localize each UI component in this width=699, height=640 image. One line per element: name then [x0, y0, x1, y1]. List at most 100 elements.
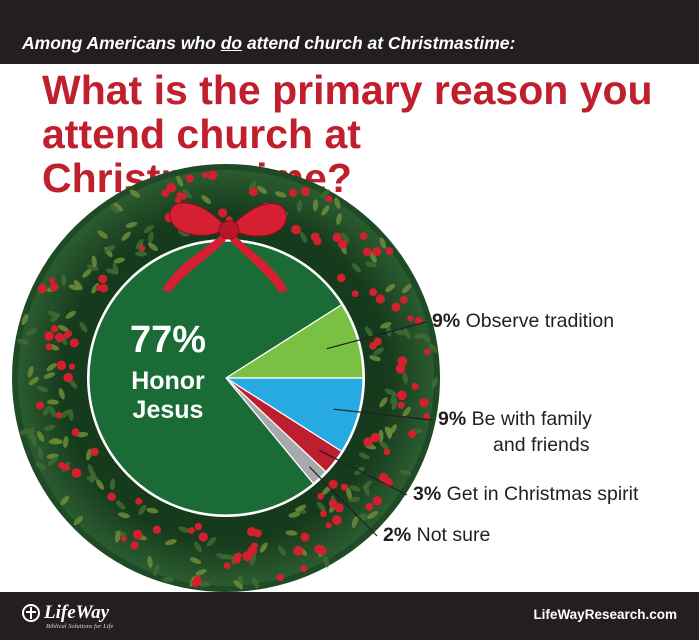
slice-label: 2% Not sure [383, 524, 490, 546]
wreath-leaf [320, 189, 330, 199]
wreath-berry [317, 492, 325, 500]
wreath-leaf [97, 230, 108, 239]
wreath-berry [37, 284, 47, 294]
chart-subtitle: Among Americans who do attend church at … [22, 33, 515, 54]
wreath-leaf [114, 530, 121, 543]
wreath-leaf [37, 385, 49, 393]
wreath-leaf [35, 462, 46, 470]
wreath-leaf [402, 372, 408, 385]
wreath-leaf [28, 376, 39, 386]
wreath-berry [397, 401, 405, 409]
slice-category-label: Get in Christmas spirit [441, 483, 639, 505]
slice-label: 9% Observe tradition [432, 310, 614, 332]
wreath-berry [359, 232, 368, 240]
wreath-leaf [259, 542, 268, 553]
wreath-berry [98, 274, 108, 284]
wreath-leaf [358, 452, 370, 460]
wreath-leaf [428, 343, 438, 353]
wreath-berry [289, 188, 298, 197]
wreath-leaf [85, 448, 92, 461]
wreath-leaf [402, 283, 412, 294]
wreath-leaf [256, 185, 268, 194]
leader-line [326, 321, 427, 350]
wreath-berry [218, 208, 228, 218]
wreath-leaf [60, 495, 70, 506]
wreath-berry [370, 432, 381, 443]
wreath-berry [194, 575, 202, 583]
wreath-leaf [296, 200, 303, 213]
wreath-leaf [295, 504, 307, 512]
footer-bar [0, 592, 699, 640]
wreath-berry [135, 497, 143, 505]
wreath-berry [391, 302, 401, 312]
wreath-berry [332, 515, 342, 526]
pie-slice-honor-jesus [88, 240, 343, 516]
wreath-berry [332, 232, 342, 242]
wreath-leaf [143, 224, 154, 234]
wreath-leaf [135, 251, 147, 257]
wreath-leaf [46, 399, 59, 405]
wreath-leaf [147, 555, 153, 568]
wreath-berry [54, 332, 65, 343]
wreath-berry [248, 187, 258, 197]
wreath-berry [325, 522, 332, 529]
wreath-berry [223, 562, 231, 570]
wreath-leaf [176, 175, 184, 187]
wreath-berry [99, 284, 109, 293]
wreath-leaf [21, 313, 29, 326]
subtitle-emphasis: do [220, 33, 243, 53]
wreath-berry [69, 338, 79, 348]
wreath-leaf [355, 513, 367, 521]
slice-category-label-line2: and friends [493, 434, 590, 456]
wreath-berry [372, 247, 382, 256]
wreath-berry [300, 532, 310, 542]
wreath-leaf [346, 487, 352, 500]
wreath-berry [318, 546, 327, 556]
logo-text: LifeWay [44, 602, 110, 623]
wreath-berry [71, 468, 82, 478]
wreath-berry [313, 236, 322, 246]
wreath-leaf [73, 280, 83, 290]
logo-tagline: Biblical Solutions for Life [46, 623, 114, 630]
wreath-berry [276, 573, 284, 582]
wreath-leaf [43, 424, 56, 431]
wreath-berry [166, 182, 177, 193]
wreath-leaf [162, 577, 175, 583]
wreath-berry [63, 332, 71, 339]
wreath-leaf [322, 485, 332, 495]
leader-line [318, 449, 408, 496]
wreath-berry [49, 282, 59, 292]
leader-line [333, 408, 433, 421]
lifeway-cross-logo-icon [22, 604, 40, 622]
wreath-leaf [60, 274, 67, 286]
wreath-leaf [46, 363, 57, 372]
wreath-leaf [178, 526, 190, 533]
wreath-berry [372, 496, 382, 506]
wreath-berry [419, 397, 429, 408]
wreath-berry [363, 437, 374, 447]
wreath-leaf [16, 338, 29, 345]
bow-loop-left [169, 202, 226, 236]
wreath-leaf [321, 205, 330, 216]
wreath-leaf [385, 283, 396, 293]
wreath-leaf [369, 355, 381, 362]
wreath-berry [139, 245, 146, 252]
wreath-berry [423, 413, 431, 421]
wreath-berry [55, 412, 63, 419]
wreath-berry [90, 447, 99, 456]
wreath-leaf [390, 392, 397, 404]
wreath-berry [95, 284, 102, 291]
wreath-leaf [386, 324, 392, 337]
wreath-leaf [48, 456, 58, 466]
wreath-berry [36, 401, 44, 410]
wreath-leaf [420, 333, 431, 342]
wreath-leaf [82, 268, 92, 278]
wreath-leaf [351, 263, 361, 273]
wreath-berry [49, 277, 56, 284]
wreath-berry [408, 430, 417, 438]
wreath-berry [328, 479, 338, 489]
wreath-berry [385, 247, 394, 256]
wreath-leaf [104, 245, 116, 253]
wreath-berry [407, 315, 414, 322]
subtitle-part-2: attend church at Christmastime: [242, 33, 516, 53]
